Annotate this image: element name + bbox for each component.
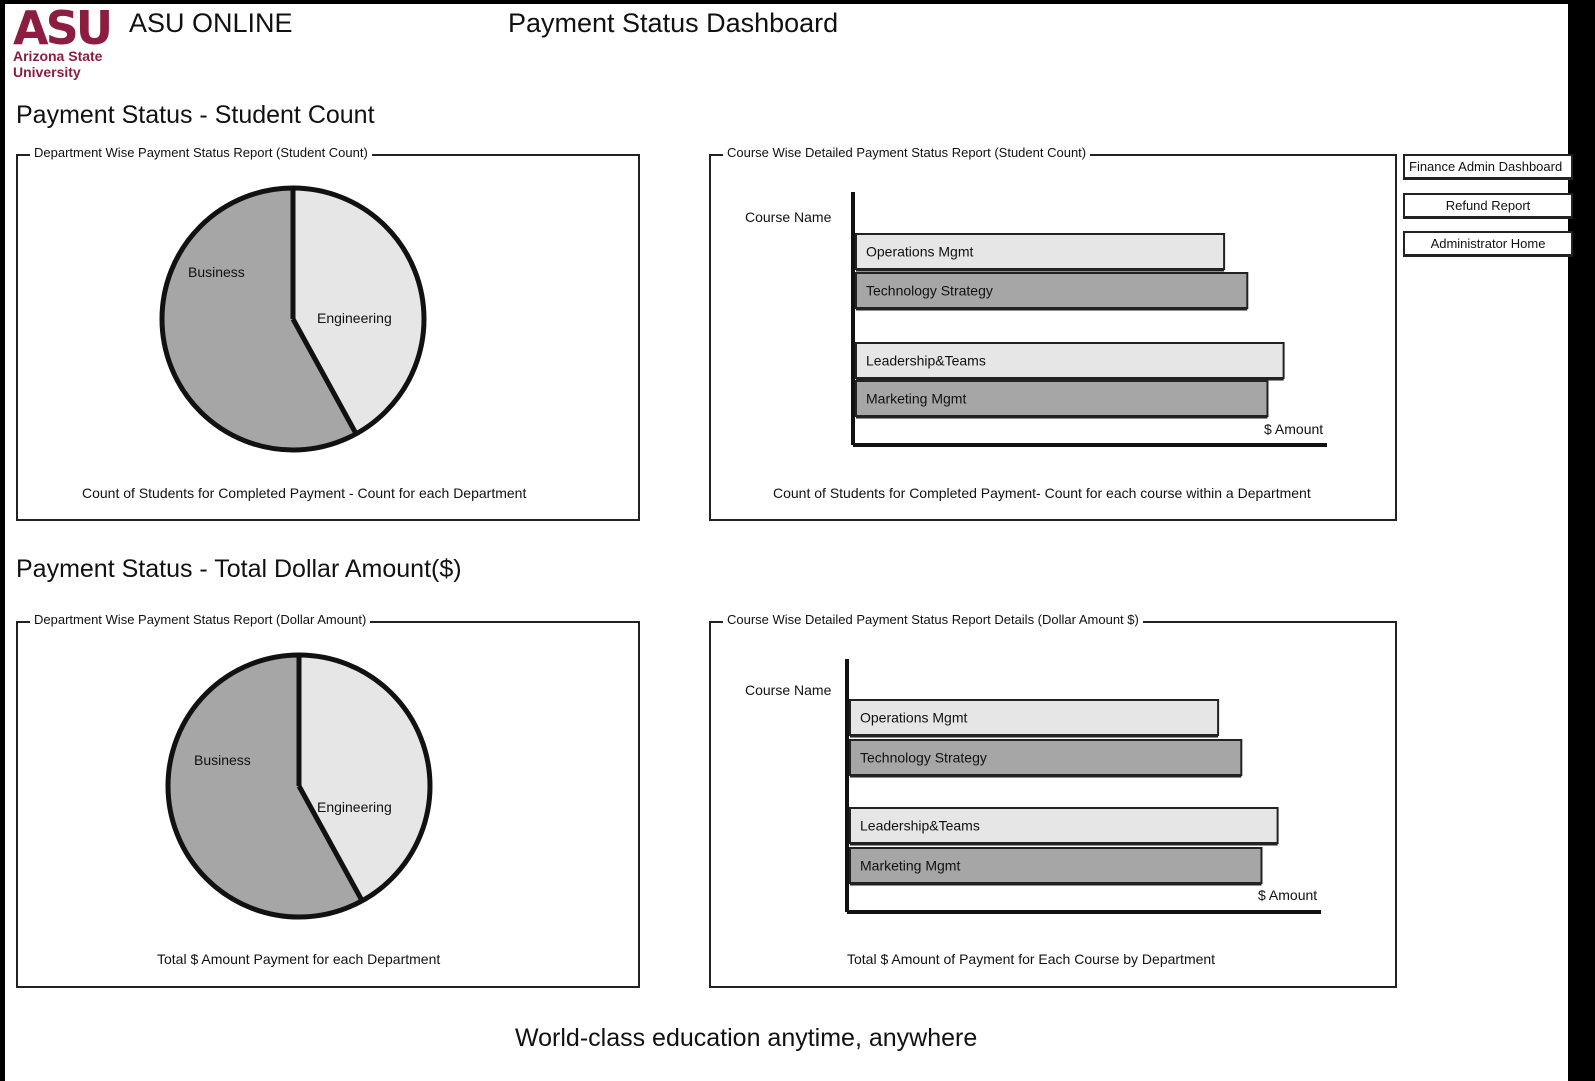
footer-tagline: World-class education anytime, anywhere [515, 1024, 978, 1052]
panel-legend: Department Wise Payment Status Report (S… [30, 145, 372, 160]
panel-legend: Course Wise Detailed Payment Status Repo… [723, 145, 1091, 160]
bar-operations-mgmt [855, 233, 1226, 270]
course-student-count-bar-chart: Operations Mgmt Technology Strategy Leader… [745, 192, 1327, 447]
panel-caption: Count of Students for Completed Payment-… [773, 485, 1311, 501]
bar-label: Leadership&Teams [860, 818, 980, 834]
dept-student-count-pie-chart: Business Engineering [159, 185, 427, 453]
bar-label: Operations Mgmt [860, 710, 967, 726]
pie-label-business: Business [194, 752, 251, 768]
page-title: Payment Status Dashboard [508, 8, 839, 38]
panel-caption: Total $ Amount of Payment for Each Cours… [847, 951, 1216, 967]
panel-course-student-count: Course Wise Detailed Payment Status Repo… [709, 145, 1397, 521]
pie-label-engineering: Engineering [317, 799, 392, 815]
pie-slice-business [293, 188, 424, 434]
asu-logo-line1: Arizona State [13, 48, 103, 64]
panel-caption: Total $ Amount Payment for each Departme… [157, 951, 441, 967]
panel-dept-dollar-amount: Department Wise Payment Status Report (D… [16, 612, 640, 988]
bar-leadership-teams [849, 807, 1279, 844]
pie-divider [296, 784, 365, 903]
refund-report-button[interactable]: Refund Report [1403, 193, 1573, 219]
bar-label: Technology Strategy [866, 283, 993, 299]
asu-logo-line2: University [13, 64, 81, 80]
brand-name: ASU ONLINE [129, 8, 293, 38]
finance-admin-dashboard-button[interactable]: Finance Admin Dashboard [1403, 154, 1573, 180]
bar-marketing-mgmt [855, 380, 1269, 417]
panel-caption: Count of Students for Completed Payment … [82, 485, 527, 501]
pie-label-business: Business [188, 264, 245, 280]
bar-label: Marketing Mgmt [866, 391, 966, 407]
course-dollar-amount-bar-chart: Operations Mgmt Technology Strategy Leader… [745, 659, 1321, 914]
pie-slice-engineering [167, 655, 363, 917]
asu-logo: ASU Arizona State University [13, 1, 123, 88]
section-title-student-count: Payment Status - Student Count [16, 101, 375, 129]
section-title-dollar-amount: Payment Status - Total Dollar Amount($) [16, 555, 462, 583]
x-axis-label: $ Amount [1258, 887, 1317, 903]
pie-slice-business [299, 655, 430, 901]
pie-label-engineering: Engineering [317, 310, 392, 326]
dept-dollar-amount-pie-chart: Business Engineering [165, 652, 433, 920]
y-axis-label: Course Name [745, 209, 832, 225]
administrator-home-button[interactable]: Administrator Home [1403, 231, 1573, 257]
y-axis-label: Course Name [745, 682, 832, 698]
bar-marketing-mgmt [849, 847, 1263, 884]
bar-operations-mgmt [849, 699, 1220, 736]
panel-dept-student-count: Department Wise Payment Status Report (S… [16, 145, 640, 521]
window-frame-left [0, 0, 5, 1081]
bar-label: Marketing Mgmt [860, 858, 960, 874]
pie-divider [290, 317, 359, 436]
panel-legend: Department Wise Payment Status Report (D… [30, 612, 371, 627]
bar-technology-strategy [849, 739, 1243, 776]
panel-legend: Course Wise Detailed Payment Status Repo… [723, 612, 1143, 627]
bar-label: Technology Strategy [860, 750, 987, 766]
window-frame-top [0, 0, 1595, 4]
bar-leadership-teams [855, 342, 1285, 379]
window-frame-right [1568, 0, 1595, 1081]
x-axis-label: $ Amount [1264, 421, 1323, 437]
bar-label: Leadership&Teams [866, 353, 986, 369]
bar-technology-strategy [855, 272, 1249, 309]
pie-slice-engineering [161, 188, 357, 450]
panel-course-dollar-amount: Course Wise Detailed Payment Status Repo… [709, 612, 1397, 988]
bar-label: Operations Mgmt [866, 244, 973, 260]
asu-logo-mark: ASU [13, 1, 113, 55]
